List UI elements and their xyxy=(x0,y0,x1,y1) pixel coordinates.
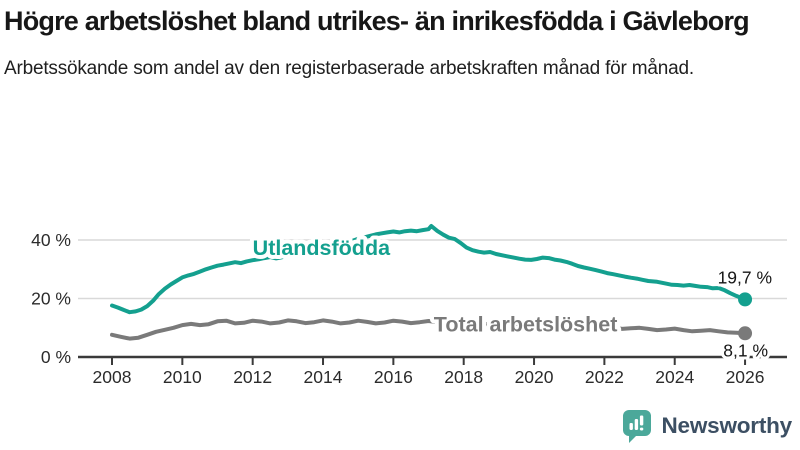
newsworthy-logo-icon xyxy=(623,410,652,443)
x-axis-tick-label: 2018 xyxy=(444,367,483,387)
newsworthy-logo-text: Newsworthy xyxy=(661,413,792,438)
series-label-Total arbetslöshet: Total arbetslöshet xyxy=(434,313,618,337)
x-axis-tick-label: 2020 xyxy=(515,367,554,387)
x-axis-tick-label: 2014 xyxy=(304,367,343,387)
series-line-Utlandsfödda xyxy=(110,224,748,315)
series-line-Total arbetslöshet xyxy=(110,317,748,341)
end-dot-Total arbetslöshet xyxy=(738,326,753,341)
series-label-Utlandsfödda: Utlandsfödda xyxy=(253,236,391,260)
x-axis-tick-label: 2024 xyxy=(655,367,694,387)
line-chart: 0 % 20 % 40 % 2008 2010 2012 2014 2016 2018 2020 2… xyxy=(0,200,800,396)
y-axis-tick-label: 20 % xyxy=(31,289,71,309)
x-axis-tick-label: 2008 xyxy=(93,367,132,387)
end-value-label-Total arbetslöshet: 8,1 % xyxy=(723,340,768,360)
y-axis-tick-label: 40 % xyxy=(31,230,71,250)
x-axis-tick-label: 2012 xyxy=(233,367,272,387)
end-value-label-Utlandsfödda: 19,7 % xyxy=(718,267,772,287)
end-dot-Utlandsfödda xyxy=(738,292,753,307)
page-title: Högre arbetslöshet bland utrikes- än inr… xyxy=(4,6,750,36)
page-subtitle: Arbetssökande som andel av den registerb… xyxy=(4,58,694,79)
newsworthy-logo: Newsworthy xyxy=(621,408,792,444)
x-axis-tick-label: 2010 xyxy=(163,367,202,387)
unemployment-line-chart-svg: 0 % 20 % 40 % 2008 2010 2012 2014 2016 2018 2020 2… xyxy=(31,224,787,387)
x-axis-tick-label: 2022 xyxy=(585,367,624,387)
y-axis-tick-label: 0 % xyxy=(41,347,71,367)
x-axis-tick-label: 2016 xyxy=(374,367,413,387)
x-axis-tick-label: 2026 xyxy=(726,367,765,387)
chart-header: Högre arbetslöshet bland utrikes- än inr… xyxy=(4,4,796,84)
